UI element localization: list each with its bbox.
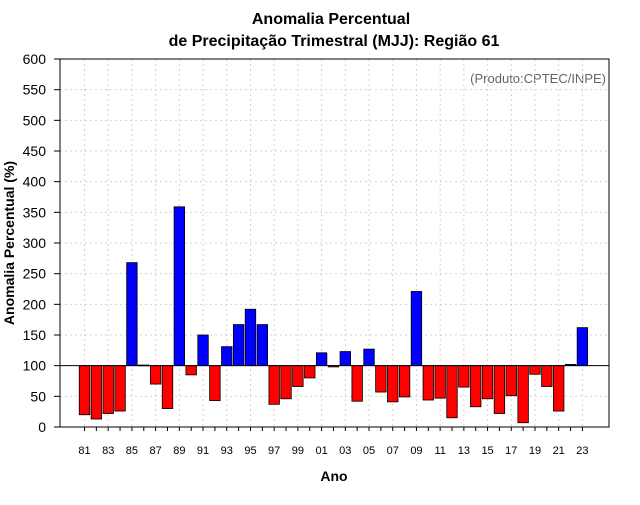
bar-23 <box>576 327 589 367</box>
bar-82 <box>90 365 103 420</box>
x-axis-label: Ano <box>320 468 347 484</box>
x-tick-label: 01 <box>315 445 327 457</box>
bar-93 <box>221 346 233 367</box>
bar-12 <box>446 365 458 419</box>
x-tick-label: 87 <box>150 445 162 457</box>
x-tick-label: 03 <box>339 445 351 457</box>
x-tick-label: 15 <box>481 445 493 457</box>
bar-09 <box>410 291 423 367</box>
y-tick-label: 350 <box>23 204 47 220</box>
x-tick-label: 99 <box>292 445 304 457</box>
bar-99 <box>292 365 304 387</box>
y-tick-label: 150 <box>23 327 47 343</box>
bar-88 <box>161 365 174 410</box>
x-tick-label: 17 <box>505 445 517 457</box>
bar-07 <box>387 365 399 403</box>
x-tick-label: 97 <box>268 445 280 457</box>
bar-04 <box>351 365 363 402</box>
y-tick-label: 250 <box>23 266 47 282</box>
x-tick-label: 07 <box>387 445 399 457</box>
chart-title-line1: Anomalia Percentual <box>252 11 410 28</box>
bar-17 <box>505 365 517 397</box>
chart-title-line2: de Precipitação Trimestral (MJJ): Região… <box>169 33 500 50</box>
bar-94 <box>232 324 245 367</box>
bar-96 <box>256 324 268 367</box>
x-tick-label: 95 <box>244 445 256 457</box>
bar-18 <box>517 365 529 424</box>
bar-06 <box>375 365 387 393</box>
x-tick-label: 93 <box>221 445 233 457</box>
bar-05 <box>363 348 375 367</box>
x-tick-label: 19 <box>529 445 541 457</box>
y-tick-label: 400 <box>23 174 47 190</box>
bar-84 <box>114 365 126 412</box>
y-tick-label: 50 <box>30 388 46 404</box>
y-tick-label: 300 <box>23 235 47 251</box>
x-tick-label: 23 <box>576 445 588 457</box>
bar-10 <box>422 365 434 401</box>
bar-03 <box>339 351 351 367</box>
y-axis-label: Anomalia Percentual (%) <box>1 161 17 325</box>
bar-layer <box>78 206 589 424</box>
bar-00 <box>304 365 316 379</box>
bar-97 <box>268 365 280 405</box>
bar-89 <box>173 206 185 367</box>
y-tick-label: 0 <box>38 419 46 435</box>
x-tick-label: 81 <box>78 445 90 457</box>
x-tick-label: 09 <box>410 445 422 457</box>
bar-83 <box>102 365 114 414</box>
bar-85 <box>126 262 138 367</box>
bar-91 <box>197 334 209 367</box>
x-tick-label: 83 <box>102 445 114 457</box>
watermark-text: (Produto:CPTEC/INPE) <box>470 71 606 86</box>
x-tick-label: 85 <box>126 445 138 457</box>
bar-90 <box>185 365 197 376</box>
bar-19 <box>529 365 541 375</box>
y-tick-label: 100 <box>23 358 47 374</box>
bar-87 <box>149 365 162 385</box>
y-tick-label: 550 <box>23 82 47 98</box>
x-tick-label: 89 <box>173 445 185 457</box>
bar-15 <box>481 365 494 400</box>
x-tick-label: 91 <box>197 445 209 457</box>
bar-95 <box>244 308 257 367</box>
x-tick-label: 13 <box>458 445 470 457</box>
bar-98 <box>280 365 292 400</box>
x-tick-label: 05 <box>363 445 375 457</box>
bar-11 <box>434 365 446 399</box>
bar-92 <box>209 365 221 402</box>
x-tick-label: 21 <box>553 445 565 457</box>
bar-01 <box>315 352 328 367</box>
x-tick-label: 11 <box>434 445 445 457</box>
bar-21 <box>553 365 565 412</box>
y-tick-label: 500 <box>23 112 47 128</box>
bar-81 <box>78 365 91 416</box>
bar-13 <box>458 365 470 388</box>
bar-16 <box>493 365 506 414</box>
bar-08 <box>398 365 411 398</box>
y-tick-label: 450 <box>23 143 47 159</box>
y-tick-label: 600 <box>23 51 47 67</box>
y-tick-label: 200 <box>23 296 47 312</box>
bar-14 <box>470 365 482 408</box>
bar-20 <box>541 365 553 387</box>
